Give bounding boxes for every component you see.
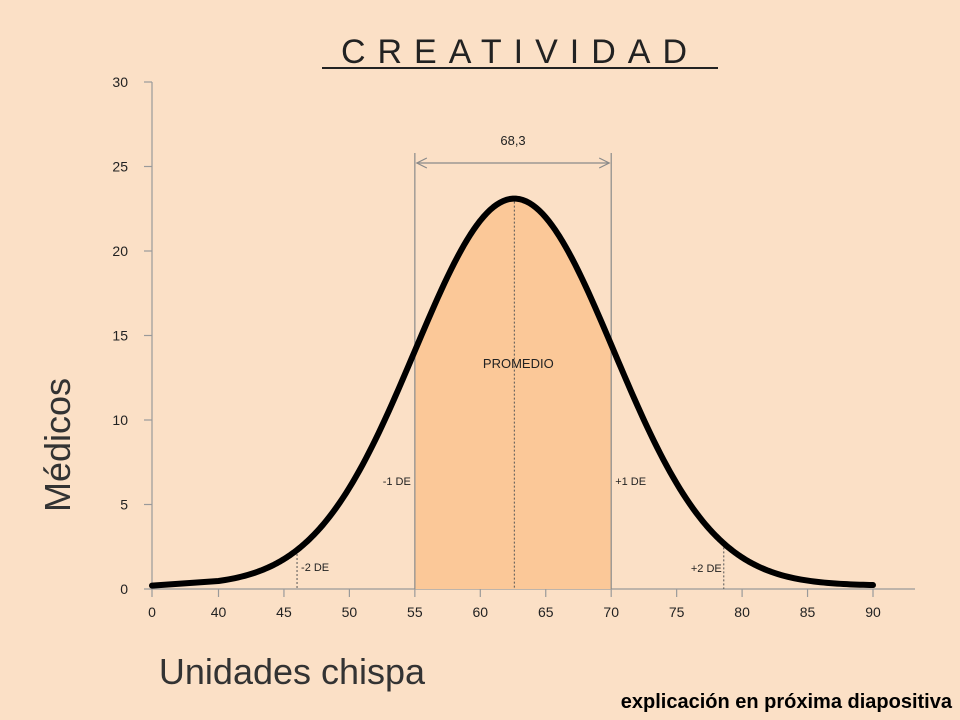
span-label: 68,3 <box>500 133 525 148</box>
y-tick-label: 15 <box>112 328 128 344</box>
x-tick-label: 60 <box>473 604 489 620</box>
annotations-layer: 68,3 PROMEDIO -1 DE +1 DE -2 DE +2 DE <box>296 133 725 589</box>
y-tick-label: 10 <box>112 412 128 428</box>
minus1-label: -1 DE <box>383 476 411 488</box>
x-axis-label: Unidades chispa <box>159 651 426 692</box>
shaded-region <box>414 198 612 589</box>
axes: 0 5 10 15 20 25 30 0 40 45 50 55 60 65 70 75 80 85 90 <box>112 74 915 620</box>
y-axis-label: Médicos <box>37 378 78 512</box>
y-tick-label: 0 <box>120 581 128 597</box>
minus2-label: -2 DE <box>301 562 329 574</box>
y-tick-label: 30 <box>112 74 128 90</box>
footer-note: explicación en próxima diapositiva <box>620 691 952 713</box>
x-tick-label: 45 <box>276 604 292 620</box>
y-tick-label: 5 <box>120 497 128 513</box>
x-tick-label: 85 <box>800 604 816 620</box>
y-tick-label: 20 <box>112 243 128 259</box>
y-tick-label: 25 <box>112 159 128 175</box>
x-tick-label: 40 <box>211 604 227 620</box>
x-tick-label: 0 <box>148 604 156 620</box>
span-arrow-right-head <box>598 157 611 169</box>
x-tick-label: 65 <box>538 604 554 620</box>
distribution-curve <box>149 195 876 589</box>
x-tick-label: 70 <box>603 604 619 620</box>
shaded-region-layer <box>414 198 612 589</box>
x-tick-label: 55 <box>407 604 423 620</box>
plus1-label: +1 DE <box>615 476 646 488</box>
mean-label: PROMEDIO <box>483 356 554 371</box>
x-tick-label: 90 <box>865 604 881 620</box>
x-tick-label: 50 <box>342 604 358 620</box>
curve-layer <box>149 195 876 589</box>
x-tick-label: 75 <box>669 604 685 620</box>
x-tick-label: 80 <box>734 604 750 620</box>
plus2-label: +2 DE <box>691 563 722 575</box>
chart-title: CREATIVIDAD <box>341 33 699 71</box>
span-arrow-left-head <box>415 157 428 169</box>
